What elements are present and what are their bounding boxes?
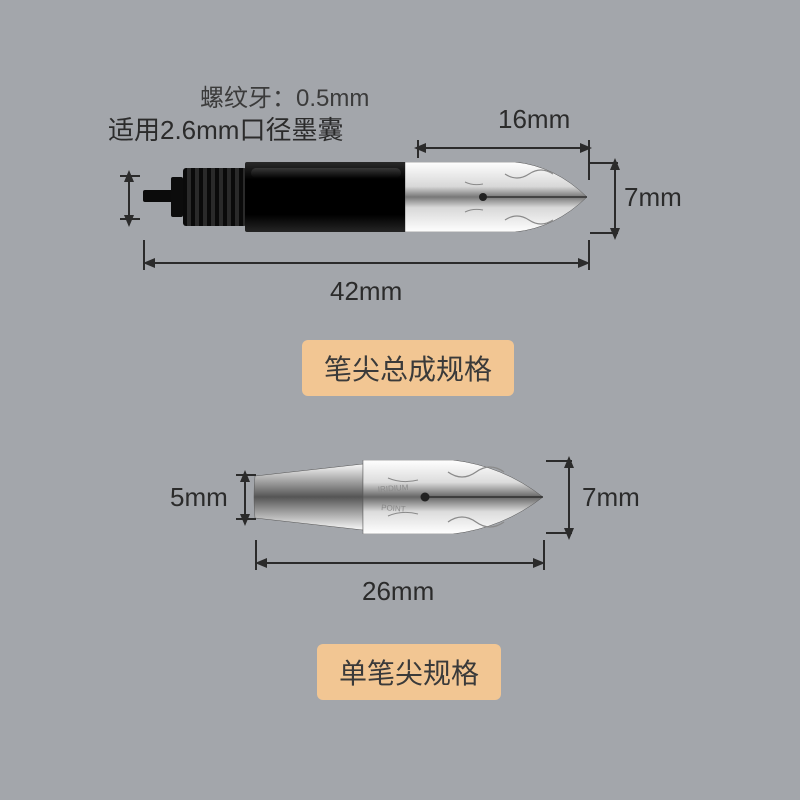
barrel-shine	[251, 168, 401, 178]
dim-7mm-label: 7mm	[624, 182, 682, 213]
feed-collar	[171, 177, 183, 217]
tick	[588, 140, 590, 180]
arrow	[564, 528, 574, 540]
dim-42mm-label: 42mm	[330, 276, 402, 307]
thread-label: 螺纹牙：0.5mm	[200, 78, 369, 113]
arrow	[564, 456, 574, 468]
nib-assembly-illustration	[143, 160, 588, 234]
dim-feed-line	[128, 177, 130, 219]
tag-assembly: 笔尖总成规格	[302, 340, 514, 396]
dim-16mm-arrow-r	[580, 143, 592, 153]
dim-5mm-label: 5mm	[170, 482, 228, 513]
cartridge-label: 适用2.6mm口径墨囊	[108, 110, 343, 147]
dim-7mm-single-label: 7mm	[582, 482, 640, 513]
dim-16mm-label: 16mm	[498, 104, 570, 135]
arrow	[124, 215, 134, 227]
dim-5mm-line	[244, 476, 246, 518]
arrow	[124, 170, 134, 182]
arrow	[255, 558, 267, 568]
dim-26mm-label: 26mm	[362, 576, 434, 607]
single-nib-illustration: IRIDIUM POINT	[253, 460, 543, 534]
arrow	[533, 558, 545, 568]
arrow	[578, 258, 590, 268]
svg-text:POINT: POINT	[381, 503, 406, 514]
tick	[417, 140, 419, 158]
dim-42mm-line	[148, 262, 586, 264]
arrow	[240, 514, 250, 526]
feed-tip	[143, 190, 173, 202]
dim-7mm-arrow-d	[610, 228, 620, 240]
arrow	[240, 470, 250, 482]
dim-16mm-line	[418, 147, 588, 149]
arrow	[143, 258, 155, 268]
nib-metal	[405, 162, 587, 232]
thread-section	[183, 168, 247, 226]
dim-16mm-arrow-l	[414, 143, 426, 153]
dim-7mm-single-line	[568, 462, 570, 532]
dim-26mm-line	[260, 562, 540, 564]
dim-7mm-arrow-u	[610, 158, 620, 170]
tag-single: 单笔尖规格	[317, 644, 501, 700]
dim-7mm-line	[614, 164, 616, 232]
